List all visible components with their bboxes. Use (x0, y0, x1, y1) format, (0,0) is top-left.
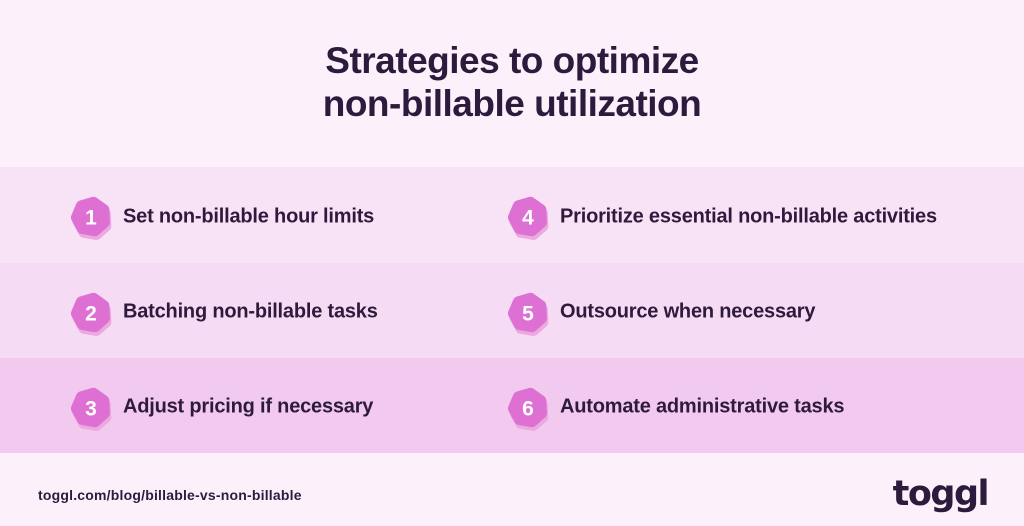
badge-number: 6 (522, 397, 534, 420)
badge-number: 2 (85, 302, 97, 325)
strategy-item-5: 5 Outsource when necessary (507, 291, 816, 336)
strategy-label: Prioritize essential non-billable activi… (560, 205, 937, 228)
strategy-row-2: 2 Batching non-billable tasks 5 Outsourc… (0, 263, 1024, 358)
strategy-row-3: 3 Adjust pricing if necessary 6 Automate… (0, 358, 1024, 453)
strategy-item-2: 2 Batching non-billable tasks (70, 291, 378, 336)
badge-number: 4 (522, 206, 534, 229)
toggl-logo: toggl (892, 473, 990, 514)
strategy-item-4: 4 Prioritize essential non-billable acti… (507, 196, 937, 240)
strategy-item-1: 1 Set non-billable hour limits (70, 196, 375, 240)
strategy-label: Batching non-billable tasks (123, 300, 378, 323)
number-badge-icon: 5 (507, 292, 549, 336)
strategy-item-6: 6 Automate administrative tasks (507, 386, 845, 431)
badge-number: 3 (85, 397, 97, 420)
footer: toggl.com/blog/billable-vs-non-billable … (0, 453, 1024, 526)
page-title-line2: non-billable utilization (322, 82, 702, 124)
page-title-line1: Strategies to optimize (325, 40, 699, 81)
number-badge-icon: 3 (70, 387, 112, 431)
strategy-label: Outsource when necessary (560, 300, 816, 323)
number-badge-icon: 6 (507, 387, 549, 431)
page-title: Strategies to optimize non-billable utili… (0, 40, 1024, 126)
strategy-item-3: 3 Adjust pricing if necessary (70, 386, 374, 431)
strategy-label: Set non-billable hour limits (123, 205, 375, 228)
number-badge-icon: 2 (70, 292, 112, 336)
badge-number: 1 (85, 206, 97, 229)
strategy-label: Automate administrative tasks (560, 395, 845, 418)
number-badge-icon: 4 (507, 196, 549, 240)
source-url: toggl.com/blog/billable-vs-non-billable (38, 487, 302, 504)
strategy-row-1: 1 Set non-billable hour limits 4 Priorit… (0, 167, 1024, 263)
badge-number: 5 (522, 302, 534, 325)
number-badge-icon: 1 (70, 196, 112, 240)
header: Strategies to optimize non-billable utili… (0, 0, 1024, 167)
strategy-label: Adjust pricing if necessary (123, 395, 374, 418)
